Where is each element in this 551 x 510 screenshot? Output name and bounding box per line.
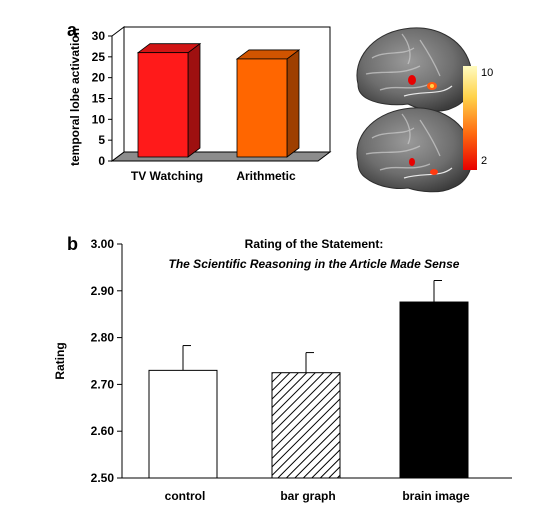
chart-a-y-tick-label: 10 bbox=[92, 112, 106, 126]
chart-a-side-wall bbox=[111, 26, 125, 162]
chart-b-error-bar bbox=[305, 352, 314, 373]
chart-b-error-bar bbox=[433, 280, 442, 303]
chart-b-y-tick-label: 2.90 bbox=[91, 284, 115, 298]
chart-b-bar bbox=[271, 372, 341, 479]
chart-b-error-bar bbox=[182, 345, 191, 371]
chart-a-category-label: Arithmetic bbox=[236, 169, 296, 183]
chart-b-y-tick-label: 2.70 bbox=[91, 377, 115, 391]
chart-a-category-label: TV Watching bbox=[131, 169, 203, 183]
chart-a: 0 5 10 15 20 25 30 TV Watching Arithmetic tempo… bbox=[68, 26, 332, 183]
chart-a-y-axis-label: temporal lobe activation bbox=[68, 28, 82, 166]
chart-b-y-tick-label: 2.80 bbox=[91, 331, 115, 345]
panel-label-a: a bbox=[67, 20, 78, 40]
brain-image-top bbox=[356, 27, 473, 112]
chart-a-y-tick-label: 0 bbox=[98, 154, 105, 168]
chart-a-y-tick-label: 5 bbox=[98, 133, 105, 147]
chart-b-y-tick-label: 2.60 bbox=[91, 424, 115, 438]
brain-image-bottom bbox=[356, 107, 473, 193]
chart-b-bar bbox=[148, 369, 218, 479]
panel-label-b: b bbox=[67, 234, 78, 254]
chart-a-y-tick-label: 15 bbox=[92, 92, 106, 106]
chart-a-y-tick-label: 30 bbox=[92, 29, 106, 43]
chart-b-y-tick-label: 2.50 bbox=[91, 471, 115, 485]
chart-a-bar bbox=[136, 42, 202, 158]
chart-b-y-tick-label: 3.00 bbox=[91, 237, 115, 251]
chart-a-y-tick-label: 20 bbox=[92, 71, 106, 85]
chart-b-subtitle: The Scientific Reasoning in the Article … bbox=[169, 257, 460, 271]
chart-b-title: Rating of the Statement: bbox=[245, 237, 384, 251]
chart-b-y-axis-label: Rating bbox=[53, 342, 67, 379]
chart-b-category-label: bar graph bbox=[280, 489, 335, 503]
colorbar-max-label: 10 bbox=[481, 67, 493, 79]
colorbar bbox=[463, 66, 477, 170]
chart-b-bar bbox=[399, 301, 469, 479]
chart-b-category-label: control bbox=[165, 489, 206, 503]
chart-a-bar bbox=[235, 49, 301, 158]
chart-a-y-tick-label: 25 bbox=[92, 50, 106, 64]
chart-b: Rating of the Statement: The Scientific … bbox=[53, 237, 512, 503]
chart-b-category-label: brain image bbox=[402, 489, 470, 503]
colorbar-min-label: 2 bbox=[481, 155, 487, 167]
